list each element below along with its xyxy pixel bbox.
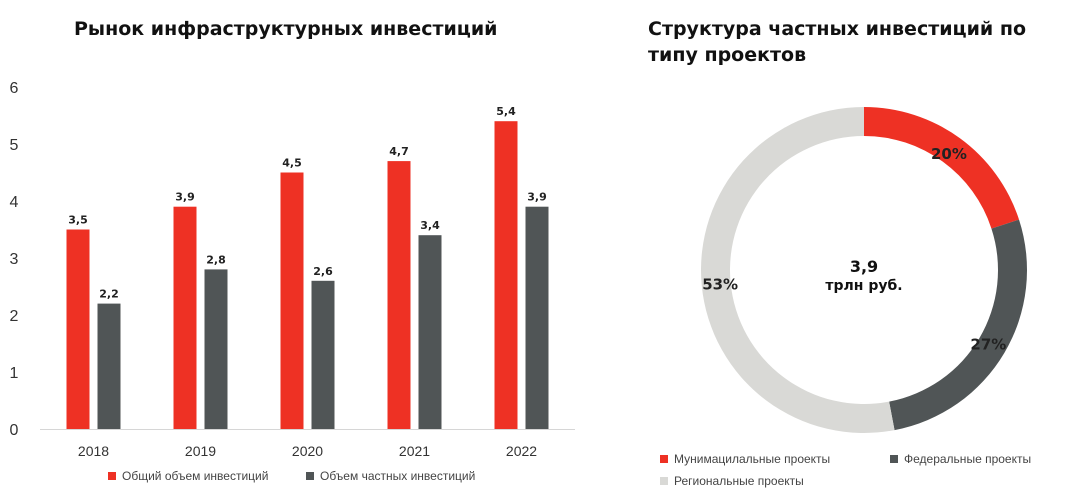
- legend-label-municipal: Мунимацилальные проекты: [674, 452, 831, 466]
- bar-private: [311, 280, 335, 429]
- donut-center-label: 3,9 трлн руб.: [784, 257, 944, 295]
- data-label-private: 2,2: [99, 288, 119, 301]
- bar-chart: 0 1 2 3 4 5 6 2018 3,5 2,2 2019 3,9 2,8 2020 4,5 2,6 202…: [10, 80, 575, 459]
- legend-item-municipal: Мунимацилальные проекты: [660, 452, 830, 466]
- x-tick-label: 2022: [506, 443, 537, 459]
- legend-label-total: Общий объем инвестиций: [122, 469, 269, 483]
- bar-total: [387, 161, 411, 429]
- donut-center-unit: трлн руб.: [825, 278, 903, 294]
- legend-swatch-total: [108, 472, 116, 480]
- data-label-total: 3,5: [68, 214, 88, 227]
- bar-total: [173, 206, 197, 429]
- y-tick-label: 5: [10, 137, 19, 154]
- slice-label: 20%: [931, 145, 967, 163]
- y-tick-label: 0: [10, 422, 19, 439]
- y-tick-label: 1: [10, 365, 19, 382]
- data-label-total: 3,9: [175, 191, 195, 204]
- data-label-total: 4,7: [389, 145, 409, 158]
- donut-chart-title: Структура частных инвестиций по типу про…: [648, 18, 1027, 66]
- bar-private: [525, 206, 549, 429]
- data-label-total: 4,5: [282, 157, 302, 170]
- data-label-private: 2,8: [206, 253, 226, 266]
- legend-swatch-federal: [890, 455, 898, 463]
- y-tick-label: 2: [10, 308, 19, 325]
- data-label-private: 3,4: [420, 219, 440, 232]
- legend-item-regional: Региональные проекты: [660, 474, 804, 488]
- data-label-private: 3,9: [527, 191, 547, 204]
- x-tick-label: 2021: [399, 443, 430, 459]
- legend-label-private: Объем частных инвестиций: [320, 469, 476, 483]
- data-label-private: 2,6: [313, 265, 333, 278]
- bar-total: [280, 172, 304, 429]
- legend-label-regional: Региональные проекты: [674, 474, 804, 488]
- legend-item-federal: Федеральные проекты: [890, 452, 1031, 466]
- bar-chart-title: Рынок инфраструктурных инвестиций: [74, 18, 498, 40]
- bar-private: [204, 269, 228, 429]
- legend-item-total: Общий объем инвестиций: [108, 469, 268, 483]
- x-tick-label: 2018: [78, 443, 109, 459]
- slice-label: 53%: [702, 276, 738, 294]
- x-tick-label: 2020: [292, 443, 323, 459]
- donut-slice: [889, 219, 1027, 431]
- legend-label-federal: Федеральные проекты: [904, 452, 1032, 466]
- x-tick-label: 2019: [185, 443, 216, 459]
- legend-swatch-regional: [660, 477, 668, 485]
- legend-swatch-municipal: [660, 455, 668, 463]
- legend-swatch-private: [306, 472, 314, 480]
- bar-private: [97, 303, 121, 429]
- donut-center-value: 3,9: [849, 257, 879, 276]
- bar-total: [494, 121, 518, 429]
- bar-private: [418, 235, 442, 429]
- bar-total: [66, 229, 90, 429]
- donut-slice: [864, 107, 1020, 229]
- y-tick-label: 4: [10, 194, 19, 211]
- y-tick-label: 3: [10, 251, 19, 268]
- slice-label: 27%: [970, 336, 1006, 354]
- data-label-total: 5,4: [496, 105, 516, 118]
- legend-item-private: Объем частных инвестиций: [306, 469, 475, 483]
- y-tick-label: 6: [10, 80, 19, 97]
